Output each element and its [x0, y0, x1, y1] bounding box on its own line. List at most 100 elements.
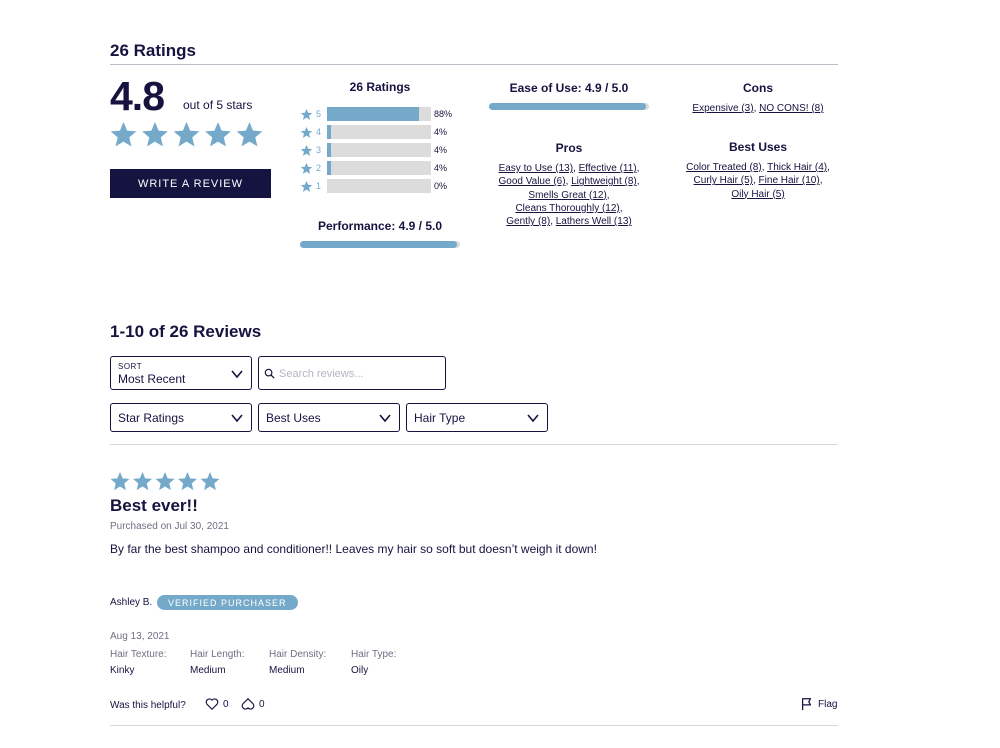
tag-link[interactable]: Lathers Well (13)	[555, 216, 632, 228]
broken-heart-icon	[241, 698, 255, 710]
histogram-percent: 0%	[434, 181, 448, 191]
review-date: Aug 13, 2021	[110, 631, 170, 642]
review-attribute: Hair Type: Oily	[351, 649, 396, 676]
tag-link[interactable]: Cleans Thoroughly (12)	[515, 202, 620, 214]
downvote-button[interactable]: 0	[241, 697, 265, 711]
performance-label: Performance: 4.9 / 5.0	[317, 219, 443, 233]
tag-link[interactable]: Gently (8)	[506, 216, 551, 228]
tag-link[interactable]: Effective (11)	[578, 163, 637, 174]
histogram-bar	[327, 179, 431, 193]
histogram-bar	[327, 125, 431, 139]
review-attribute: Hair Length: Medium	[190, 649, 244, 676]
cons-group: Cons Expensive (3), NO CONS! (8)	[668, 81, 848, 115]
sort-dropdown[interactable]: SORT Most Recent	[110, 356, 252, 390]
star-icon	[200, 472, 220, 491]
hair-type-filter[interactable]: Hair Type	[406, 403, 548, 432]
flag-label: Flag	[818, 698, 838, 710]
tag-link[interactable]: Curly Hair (5)	[693, 175, 753, 187]
star-icon	[132, 472, 153, 491]
sort-value: Most Recent	[118, 372, 186, 386]
ease-of-use-metric: Ease of Use: 4.9 / 5.0	[489, 81, 649, 110]
reviews-count: 1-10 of 26 Reviews	[110, 322, 262, 341]
histogram-bar-fill	[327, 107, 419, 121]
histogram-bar-fill	[327, 125, 332, 139]
histogram-bar	[327, 107, 431, 121]
attribute-key: Hair Length:	[190, 649, 245, 660]
flag-button[interactable]: Flag	[800, 697, 837, 711]
ease-of-use-bar	[489, 103, 649, 110]
histogram-row-2-star[interactable]: 2 4%	[300, 161, 470, 175]
star-icon	[300, 180, 313, 192]
star-ratings-filter[interactable]: Star Ratings	[110, 403, 252, 432]
best-uses-filter-label: Best Uses	[266, 411, 321, 425]
search-box[interactable]	[258, 356, 446, 390]
performance-metric: Performance: 4.9 / 5.0	[300, 219, 460, 248]
pros-tags: Easy to Use (13), Effective (11), Good V…	[498, 163, 640, 228]
tag-link[interactable]: Expensive (3)	[692, 103, 754, 114]
tag-link[interactable]: Oily Hair (5)	[731, 188, 785, 200]
histogram-percent: 4%	[434, 145, 448, 155]
flag-icon	[802, 698, 812, 711]
star-icon	[300, 162, 313, 174]
ratings-title: 26 Ratings	[110, 41, 196, 60]
write-review-button[interactable]: WRITE A REVIEW	[110, 169, 271, 198]
histogram-row-5-star[interactable]: 5 88%	[300, 107, 470, 121]
histogram-row-4-star[interactable]: 4 4%	[300, 125, 470, 139]
histogram-percent: 88%	[434, 109, 453, 119]
average-stars	[110, 122, 263, 147]
histogram-percent: 4%	[434, 127, 448, 137]
histogram-row-3-star[interactable]: 3 4%	[300, 143, 470, 157]
hair-type-filter-label: Hair Type	[414, 411, 466, 425]
histogram-bar-fill	[327, 143, 332, 157]
best-uses-group: Best Uses Color Treated (8), Thick Hair …	[668, 140, 848, 201]
review-purchase-date: Purchased on Jul 30, 2021	[110, 521, 229, 532]
review-attribute: Hair Density: Medium	[269, 649, 326, 676]
attribute-key: Hair Type:	[351, 649, 397, 660]
attribute-value: Medium	[269, 665, 305, 676]
average-rating: 4.8	[110, 73, 165, 119]
upvote-button[interactable]: 0	[205, 697, 229, 711]
best-uses-title: Best Uses	[728, 140, 788, 154]
histogram-row-1-star[interactable]: 1 0%	[300, 179, 470, 193]
performance-bar	[300, 241, 460, 248]
attribute-value: Medium	[190, 665, 226, 676]
histogram-bar	[327, 161, 431, 175]
best-uses-tags: Color Treated (8), Thick Hair (4), Curly…	[686, 162, 830, 200]
verified-purchaser-badge: VERIFIED PURCHASER	[157, 595, 298, 610]
chevron-down-icon	[231, 370, 243, 379]
tag-link[interactable]: Good Value (6)	[498, 176, 566, 188]
star-icon	[205, 122, 231, 147]
histogram-bar	[327, 143, 431, 157]
chevron-down-icon	[231, 414, 243, 423]
histogram-star-label: 4	[316, 127, 322, 137]
star-icon	[300, 144, 313, 156]
tag-link[interactable]: Thick Hair (4)	[767, 162, 828, 173]
histogram-bar-fill	[327, 161, 332, 175]
search-icon	[264, 368, 275, 379]
star-icon	[300, 126, 313, 138]
tag-link[interactable]: Color Treated (8)	[686, 162, 762, 173]
tag-link[interactable]: NO CONS! (8)	[759, 103, 824, 114]
star-icon	[155, 472, 175, 491]
tag-link[interactable]: Smells Great (12)	[528, 189, 607, 201]
star-icon	[110, 472, 130, 491]
sort-caption: SORT	[118, 362, 143, 371]
review-body: By far the best shampoo and conditioner!…	[110, 542, 597, 556]
best-uses-filter[interactable]: Best Uses	[258, 403, 400, 432]
pros-title: Pros	[555, 141, 583, 155]
histogram-star-label: 2	[316, 163, 322, 173]
star-icon	[142, 122, 168, 147]
ease-of-use-bar-fill	[489, 103, 646, 110]
review-author: Ashley B.	[110, 597, 153, 608]
review-attribute: Hair Texture: Kinky	[110, 649, 167, 676]
histogram-star-label: 3	[316, 145, 322, 155]
search-input[interactable]	[279, 365, 439, 382]
tag-link[interactable]: Easy to Use (13)	[498, 163, 574, 174]
tag-link[interactable]: Lightweight (8)	[571, 176, 637, 188]
star-ratings-filter-label: Star Ratings	[118, 411, 185, 425]
star-icon	[236, 122, 263, 147]
star-icon	[300, 108, 313, 120]
histogram-percent: 4%	[434, 163, 448, 173]
helpful-prompt: Was this helpful?	[110, 700, 186, 711]
tag-link[interactable]: Fine Hair (10)	[758, 175, 820, 187]
